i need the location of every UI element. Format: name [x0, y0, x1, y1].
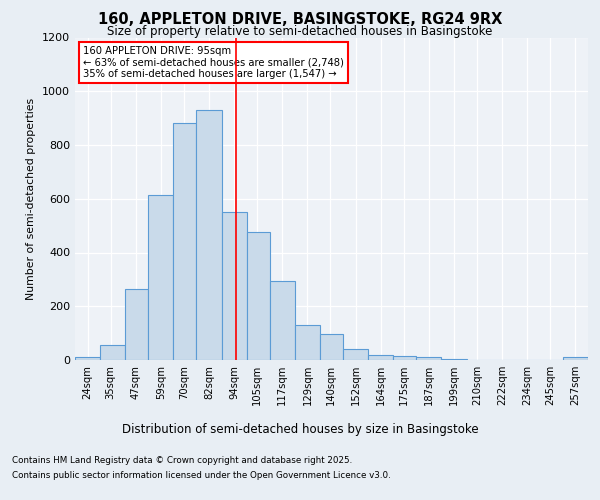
Bar	[148, 194, 173, 360]
Bar	[563, 358, 588, 360]
Bar	[173, 124, 196, 360]
Bar	[343, 349, 368, 360]
Y-axis label: Number of semi-detached properties: Number of semi-detached properties	[26, 98, 37, 300]
Text: Size of property relative to semi-detached houses in Basingstoke: Size of property relative to semi-detach…	[107, 25, 493, 38]
Bar	[125, 289, 148, 360]
Bar	[247, 232, 270, 360]
Bar	[270, 280, 295, 360]
Text: 160 APPLETON DRIVE: 95sqm
← 63% of semi-detached houses are smaller (2,748)
35% : 160 APPLETON DRIVE: 95sqm ← 63% of semi-…	[83, 46, 344, 79]
Bar	[416, 358, 442, 360]
Text: Distribution of semi-detached houses by size in Basingstoke: Distribution of semi-detached houses by …	[122, 422, 478, 436]
Bar	[75, 358, 100, 360]
Bar	[442, 358, 467, 360]
Text: 160, APPLETON DRIVE, BASINGSTOKE, RG24 9RX: 160, APPLETON DRIVE, BASINGSTOKE, RG24 9…	[98, 12, 502, 28]
Bar	[221, 212, 247, 360]
Text: Contains HM Land Registry data © Crown copyright and database right 2025.: Contains HM Land Registry data © Crown c…	[12, 456, 352, 465]
Bar	[295, 325, 320, 360]
Bar	[196, 110, 221, 360]
Bar	[320, 334, 343, 360]
Bar	[368, 354, 393, 360]
Bar	[100, 345, 125, 360]
Bar	[393, 356, 416, 360]
Text: Contains public sector information licensed under the Open Government Licence v3: Contains public sector information licen…	[12, 471, 391, 480]
